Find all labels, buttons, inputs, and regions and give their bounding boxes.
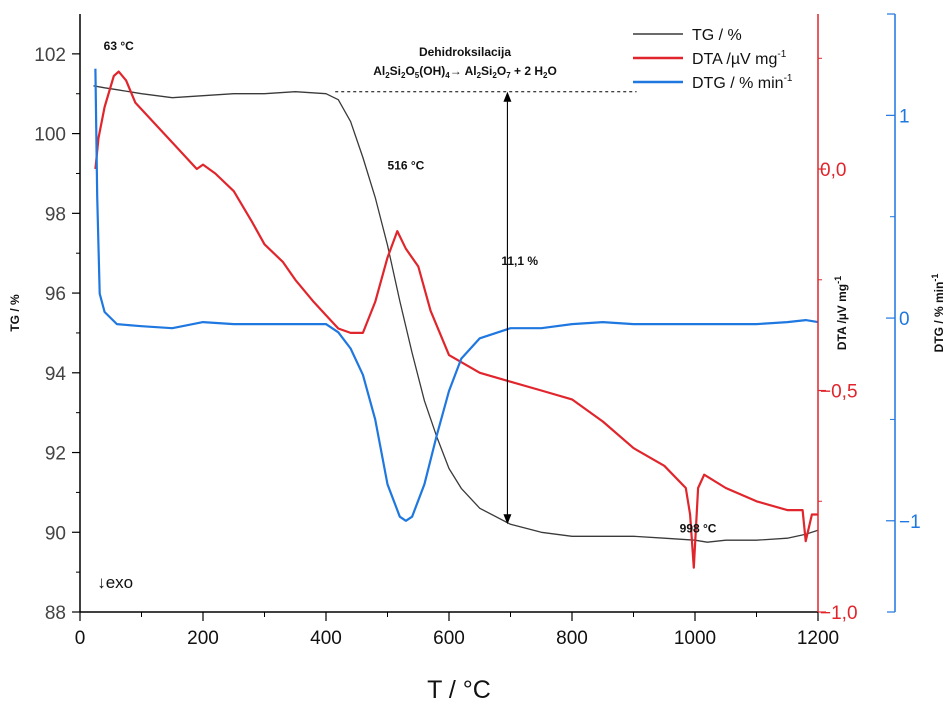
- dta-tick-label: 0,0: [820, 160, 846, 181]
- legend-label-sup: -1: [784, 73, 793, 84]
- reaction-title: Dehidroksilacija: [419, 45, 511, 59]
- dtg-axis-label-sup: -1: [930, 274, 940, 282]
- formula-part: Si: [390, 64, 401, 78]
- dta-tick-label: −1,0: [820, 603, 858, 624]
- arrow-head-up: [503, 92, 511, 102]
- legend-label-dta: DTA /µV mg-1: [692, 49, 787, 68]
- dta-axis: −1,0 −0,5 0,0 DTA /µV mg-1: [818, 14, 858, 624]
- legend-label-dtg: DTG / % min-1: [692, 73, 793, 92]
- dtg-tick-label: −1: [899, 512, 921, 533]
- legend-label-main: TG / %: [692, 27, 742, 44]
- annotations: 63 °C 516 °C 998 °C 11,1 % ↓exo Dehidroksilac…: [97, 39, 717, 592]
- dta-axis-label-sup: -1: [833, 276, 843, 284]
- guides: [335, 92, 636, 525]
- annotation-peak516: 516 °C: [388, 158, 425, 172]
- x-tick-label: 0: [75, 628, 86, 649]
- arrow-head-down: [503, 514, 511, 524]
- series-line-tg: [94, 86, 819, 542]
- x-tick-label: 600: [433, 628, 465, 649]
- formula-part: + 2 H: [511, 64, 543, 78]
- annotation-peak63: 63 °C: [104, 39, 134, 53]
- x-tick-label: 1200: [797, 628, 839, 649]
- tg-tick-label: 88: [45, 603, 66, 624]
- formula-part: (OH): [419, 64, 445, 78]
- x-axis-label: T / °C: [427, 676, 491, 704]
- annotation-loss: 11,1 %: [501, 254, 538, 268]
- formula-part: O: [497, 64, 506, 78]
- legend-label-sup: -1: [777, 49, 786, 60]
- tg-tick-label: 96: [45, 284, 66, 305]
- dtg-axis-label: DTG / % min-1: [930, 274, 946, 353]
- legend-label-tg: TG / %: [692, 27, 742, 44]
- tg-tick-label: 98: [45, 204, 66, 225]
- dtg-tick-label: 0: [899, 309, 910, 330]
- tg-tick-label: 92: [45, 444, 66, 465]
- series-line-dtg: [95, 69, 818, 521]
- legend-label-main: DTA /µV mg: [692, 51, 777, 68]
- dta-tick-label: −0,5: [820, 382, 858, 403]
- plot-lines: [94, 69, 819, 568]
- formula-part: → Al: [450, 64, 477, 78]
- dta-axis-label-main: DTA /µV mg: [835, 284, 849, 350]
- tg-axis: 88 90 92 94 96 98 100 102 TG / %: [8, 45, 80, 624]
- formula-part: Si: [481, 64, 492, 78]
- legend-label-main: DTG / % min: [692, 75, 784, 92]
- tg-tick-label: 100: [34, 125, 66, 146]
- annotation-peak998: 998 °C: [680, 521, 717, 535]
- x-tick-label: 200: [187, 628, 219, 649]
- tg-tick-label: 102: [34, 45, 66, 66]
- formula-part: O: [405, 64, 414, 78]
- x-tick-label: 1000: [674, 628, 716, 649]
- tg-tick-label: 94: [45, 364, 67, 385]
- x-tick-label: 800: [556, 628, 588, 649]
- dta-axis-label: DTA /µV mg-1: [833, 276, 849, 350]
- formula-part: Al: [373, 64, 385, 78]
- tg-axis-label: TG / %: [8, 294, 22, 332]
- x-tick-label: 400: [310, 628, 342, 649]
- annotation-exo: ↓exo: [97, 573, 133, 592]
- dtg-tick-label: 1: [899, 106, 910, 127]
- formula-part: O: [547, 64, 556, 78]
- tg-tick-label: 90: [45, 523, 66, 544]
- reaction-formula: Al2Si2O5(OH)4→ Al2Si2O7 + 2 H2O: [373, 64, 557, 80]
- dtg-axis-label-main: DTG / % min: [932, 282, 946, 353]
- dtg-axis: −1 0 1 DTG / % min-1: [886, 14, 946, 612]
- series-line-dta: [95, 72, 818, 568]
